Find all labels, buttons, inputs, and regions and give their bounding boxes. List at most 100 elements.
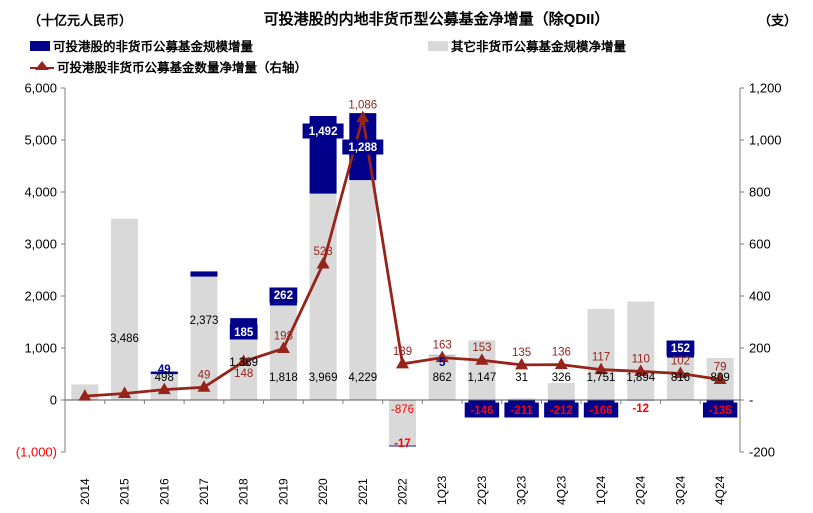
right-axis-tick-label: -200 (749, 445, 775, 460)
line-label-3Q24: 102 (671, 355, 690, 367)
line-label-2Q23: 153 (472, 342, 491, 354)
legend-swatch-gray-icon (428, 40, 448, 51)
navy-label-badge-2020 (302, 123, 344, 139)
x-category-label-2019: 2019 (276, 478, 290, 505)
left-axis-tick-label: (1,000) (16, 445, 57, 460)
gray-bar-2Q24 (627, 301, 655, 400)
x-category-label-2022: 2022 (396, 478, 410, 505)
gray-bar-3Q24 (666, 357, 694, 400)
navy-label-badge-3Q24 (666, 340, 695, 356)
line-label-1Q23: 163 (433, 340, 452, 352)
navy-bar-2017 (190, 271, 218, 277)
left-axis-tick-label: 3,000 (24, 237, 57, 252)
x-category-label-2016: 2016 (157, 478, 171, 505)
line-label-3Q23: 135 (512, 347, 531, 359)
gray-bar-2015 (111, 218, 139, 400)
legend-label: 其它非货币公募基金规模净增量 (451, 40, 627, 54)
line-marker-2014 (78, 389, 92, 401)
navy-bar-label-2018: 185 (234, 327, 254, 339)
x-category-label-2017: 2017 (197, 478, 211, 505)
line-marker-2019 (276, 341, 290, 354)
right-axis-tick-label: 1,200 (749, 81, 782, 96)
x-category-label-4Q24: 4Q24 (713, 475, 727, 505)
left-axis-tick-label: 0 (50, 393, 57, 408)
gray-bar-2022 (389, 400, 416, 446)
x-category-label-2018: 2018 (237, 478, 251, 505)
line-label-2022: 139 (393, 346, 412, 358)
line-marker-2Q24 (634, 364, 648, 376)
line-marker-1Q24 (594, 362, 608, 375)
line-label-4Q24: 79 (714, 361, 727, 373)
legend-swatch-navy-icon (30, 40, 50, 51)
left-axis-tick-label: 6,000 (24, 81, 57, 96)
right-axis-tick-label: 600 (749, 237, 771, 252)
line-marker-2Q23 (475, 353, 489, 365)
line-label-4Q23: 136 (552, 347, 571, 359)
x-category-label-4Q23: 4Q23 (554, 475, 568, 505)
gray-bar-label-2015: 3,486 (110, 333, 139, 345)
left-axis-unit-label: （十亿元人民币） (28, 13, 133, 28)
navy-bar-label-2021: 1,288 (348, 142, 377, 154)
legend-item-count-line: 可投港股非货币公募基金数量净增量（右轴） (30, 57, 307, 76)
right-axis-unit-label: （支） (757, 13, 797, 28)
right-axis-tick-label: - (749, 393, 753, 408)
line-marker-2021 (356, 110, 370, 123)
navy-bar-label-4Q24: -135 (709, 405, 733, 417)
navy-bar-label-2Q23: -146 (470, 405, 493, 417)
gray-bar-label-2020: 3,969 (309, 372, 338, 384)
legend-label: 可投港股非货币公募基金数量净增量（右轴） (57, 61, 308, 75)
navy-bar-2016 (150, 371, 178, 375)
line-marker-2022 (396, 356, 409, 369)
navy-bar-2018 (230, 318, 258, 328)
line-label-2018: 148 (234, 368, 253, 380)
line-label-2017: 49 (198, 369, 211, 381)
x-category-label-3Q24: 3Q24 (673, 475, 687, 505)
navy-label-badge-1Q24 (583, 402, 619, 418)
x-category-label-2015: 2015 (118, 478, 132, 505)
gray-bar-label-3Q23: 31 (515, 372, 528, 384)
gray-bar-label-2021: 4,229 (348, 372, 377, 384)
navy-bar-label-1Q23: 5 (439, 357, 446, 369)
line-marker-2020 (316, 257, 330, 269)
gray-bar-label-2018: 1,389 (229, 357, 258, 369)
gray-bar-label-4Q23: 326 (552, 372, 571, 384)
gray-bar-4Q23 (547, 383, 575, 400)
line-marker-4Q24 (713, 372, 727, 384)
left-axis-tick-label: 1,000 (24, 341, 57, 356)
gray-bar-2Q23 (468, 340, 496, 400)
navy-bar-label-3Q24: 152 (671, 343, 690, 355)
line-marker-4Q23 (554, 357, 568, 370)
right-axis-tick-label: 1,000 (749, 133, 782, 148)
gray-bar-label-2016: 498 (155, 372, 174, 384)
gray-bar-2021 (349, 180, 377, 400)
gray-bar-label-2Q24: 1,894 (626, 372, 655, 384)
gray-bar-label-1Q24: 1,751 (587, 372, 616, 384)
gray-bar-label-2017: 2,373 (190, 315, 219, 327)
gray-bar-label-1Q23: 862 (433, 372, 452, 384)
left-axis-tick-label: 4,000 (24, 185, 57, 200)
gray-bar-label-4Q24: 809 (711, 372, 730, 384)
x-category-label-2Q24: 2Q24 (634, 475, 648, 505)
gray-bar-label-2019: 1,818 (269, 372, 298, 384)
line-marker-2018 (237, 354, 251, 367)
line-label-2019: 198 (274, 331, 293, 343)
line-label-2021: 1,086 (348, 100, 377, 112)
gray-bar-label-3Q24: 816 (671, 372, 690, 384)
chart-title: 可投港股的内地非货币型公募基金净增量（除QDII） (263, 11, 610, 28)
navy-label-badge-4Q24 (702, 402, 738, 418)
navy-bar-label-4Q23: -212 (550, 405, 573, 417)
x-category-label-2021: 2021 (356, 478, 370, 505)
x-category-label-2020: 2020 (316, 478, 330, 505)
line-marker-2017 (197, 380, 211, 392)
navy-label-badge-2021 (342, 139, 384, 155)
navy-bar-label-2Q24: -12 (632, 403, 649, 415)
x-category-label-3Q23: 3Q23 (515, 475, 529, 505)
legend-label: 可投港股的非货币公募基金规模增量 (53, 40, 254, 54)
navy-label-badge-4Q23 (544, 402, 579, 418)
navy-label-badge-2018 (229, 324, 258, 340)
line-marker-1Q23 (435, 350, 449, 363)
right-axis-tick-label: 200 (749, 341, 771, 356)
line-marker-3Q23 (515, 357, 529, 370)
